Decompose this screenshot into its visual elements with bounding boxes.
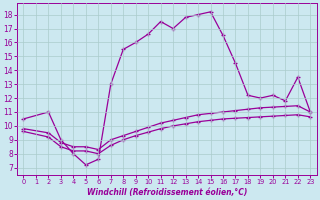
X-axis label: Windchill (Refroidissement éolien,°C): Windchill (Refroidissement éolien,°C) bbox=[87, 188, 247, 197]
